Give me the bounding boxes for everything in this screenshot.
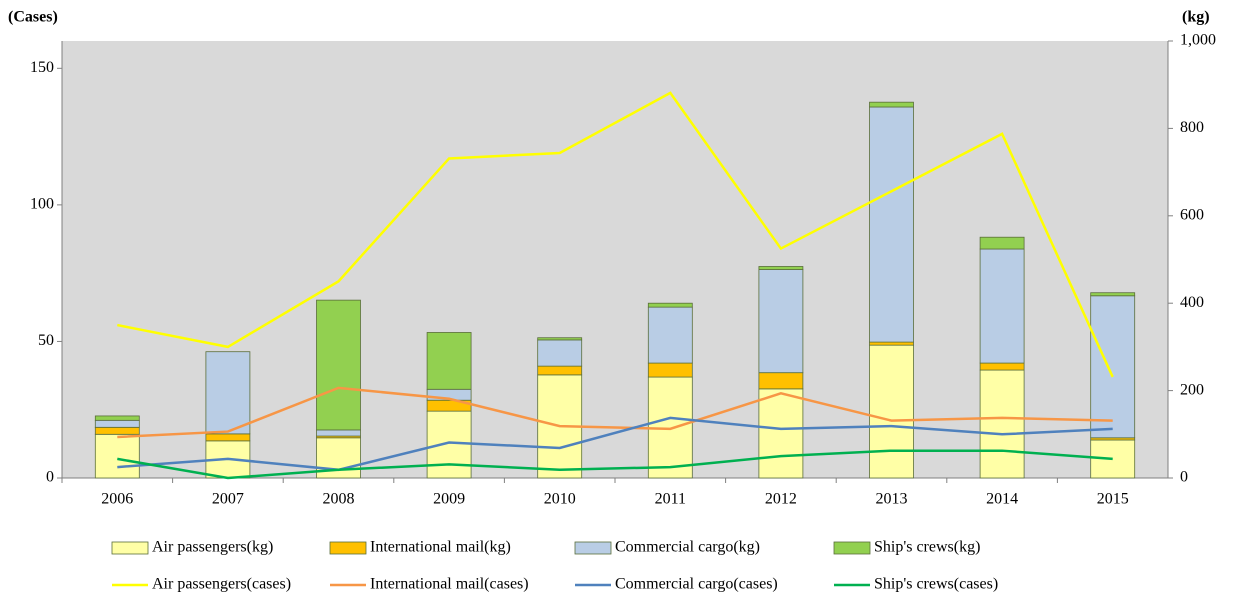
bar-segment	[758, 372, 804, 390]
legend-label: Ship's crews(cases)	[874, 576, 998, 593]
y2-tick-label: 600	[1180, 206, 1204, 223]
y-axis-label: (Cases)	[8, 9, 58, 26]
legend-swatch	[111, 541, 149, 555]
bar-segment	[205, 351, 251, 435]
bar-segment	[647, 306, 693, 364]
y2-tick-label: 400	[1180, 294, 1204, 311]
line	[117, 449, 1113, 480]
bar-segment	[979, 236, 1025, 250]
x-tick-label: 2008	[323, 491, 355, 508]
x-tick-label: 2014	[986, 491, 1018, 508]
y2-tick-label: 1,000	[1180, 32, 1216, 49]
legend-label: Air passengers(cases)	[152, 576, 291, 593]
bar-segment	[647, 362, 693, 378]
y-tick-label: 0	[46, 469, 54, 486]
x-tick-label: 2007	[212, 491, 244, 508]
x-tick-label: 2012	[765, 491, 797, 508]
bar-segment	[426, 410, 472, 479]
bar-segment	[426, 332, 472, 390]
x-tick-label: 2013	[876, 491, 908, 508]
line	[117, 416, 1113, 472]
bar-segment	[979, 369, 1025, 479]
x-tick-label: 2011	[655, 491, 686, 508]
legend-label: Commercial cargo(kg)	[615, 539, 760, 556]
x-tick-label: 2009	[433, 491, 465, 508]
x-tick-label: 2015	[1097, 491, 1129, 508]
bar-segment	[647, 302, 693, 308]
bar-segment	[316, 299, 361, 431]
legend-swatch	[329, 541, 367, 555]
bar-segment	[1090, 292, 1136, 297]
bar-segment	[205, 433, 251, 442]
y2-axis-label: (kg)	[1182, 9, 1210, 26]
x-tick-label: 2006	[101, 491, 133, 508]
y-tick-label: 50	[38, 332, 54, 349]
bar-segment	[94, 433, 140, 479]
legend-label: Commercial cargo(cases)	[615, 576, 778, 593]
legend-label: Air passengers(kg)	[152, 539, 273, 556]
legend-label: International mail(kg)	[370, 539, 511, 556]
y2-tick-label: 0	[1180, 469, 1188, 486]
bar-segment	[758, 388, 804, 479]
y-tick-label: 150	[30, 59, 54, 76]
bar-segment	[869, 341, 914, 346]
bar-segment	[316, 429, 361, 437]
bar-segment	[758, 266, 804, 270]
bar-segment	[869, 344, 914, 479]
legend-label: International mail(cases)	[370, 576, 529, 593]
bar-segment	[94, 426, 140, 435]
bar-segment	[94, 415, 140, 421]
y2-tick-label: 200	[1180, 381, 1204, 398]
bar-segment	[537, 365, 583, 376]
legend-label: Ship's crews(kg)	[874, 539, 980, 556]
line	[117, 386, 1113, 439]
legend-swatch	[574, 541, 612, 555]
bar-segment	[979, 248, 1025, 364]
bar-segment	[94, 419, 140, 428]
bar-segment	[537, 337, 583, 341]
y-tick-label: 100	[30, 196, 54, 213]
bar-segment	[979, 362, 1025, 371]
y2-tick-label: 800	[1180, 119, 1204, 136]
line	[117, 91, 1114, 378]
bar-segment	[758, 269, 804, 374]
bar-segment	[869, 101, 914, 108]
bar-segment	[1090, 295, 1136, 439]
legend-swatch	[833, 541, 871, 555]
x-tick-label: 2010	[544, 491, 576, 508]
bar-segment	[537, 339, 583, 367]
bar-segment	[869, 106, 914, 343]
